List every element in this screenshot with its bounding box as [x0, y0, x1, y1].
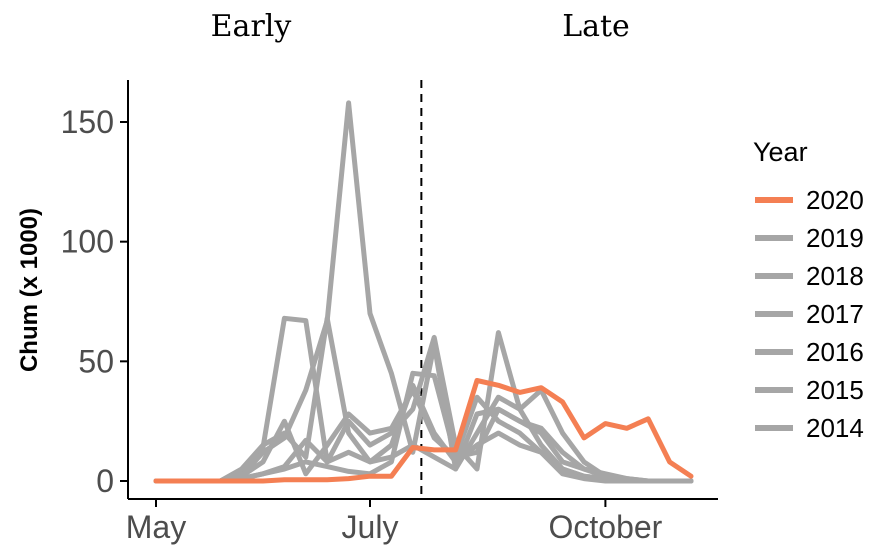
legend-label-2020: 2020 — [806, 185, 864, 215]
panel-label-early: Early — [211, 9, 292, 44]
legend-label-2016: 2016 — [806, 337, 864, 367]
series-line-2020 — [153, 378, 694, 484]
legend-label-2017: 2017 — [806, 299, 864, 329]
legend-label-2015: 2015 — [806, 375, 864, 405]
series-line-2014 — [153, 100, 694, 484]
y-tick-label: 150 — [61, 104, 114, 140]
legend-label-2019: 2019 — [806, 223, 864, 253]
x-tick-label: October — [548, 509, 662, 545]
legend-label-2018: 2018 — [806, 261, 864, 291]
panel-label-late: Late — [562, 9, 630, 44]
y-tick-label: 0 — [96, 463, 114, 499]
legend-label-2014: 2014 — [806, 413, 864, 443]
y-tick-label: 100 — [61, 224, 114, 260]
y-tick-label: 50 — [78, 343, 114, 379]
legend-title: Year — [753, 137, 808, 167]
x-tick-label: May — [126, 509, 186, 545]
y-axis-title: Chum (x 1000) — [16, 208, 43, 372]
x-tick-label: July — [342, 509, 399, 545]
